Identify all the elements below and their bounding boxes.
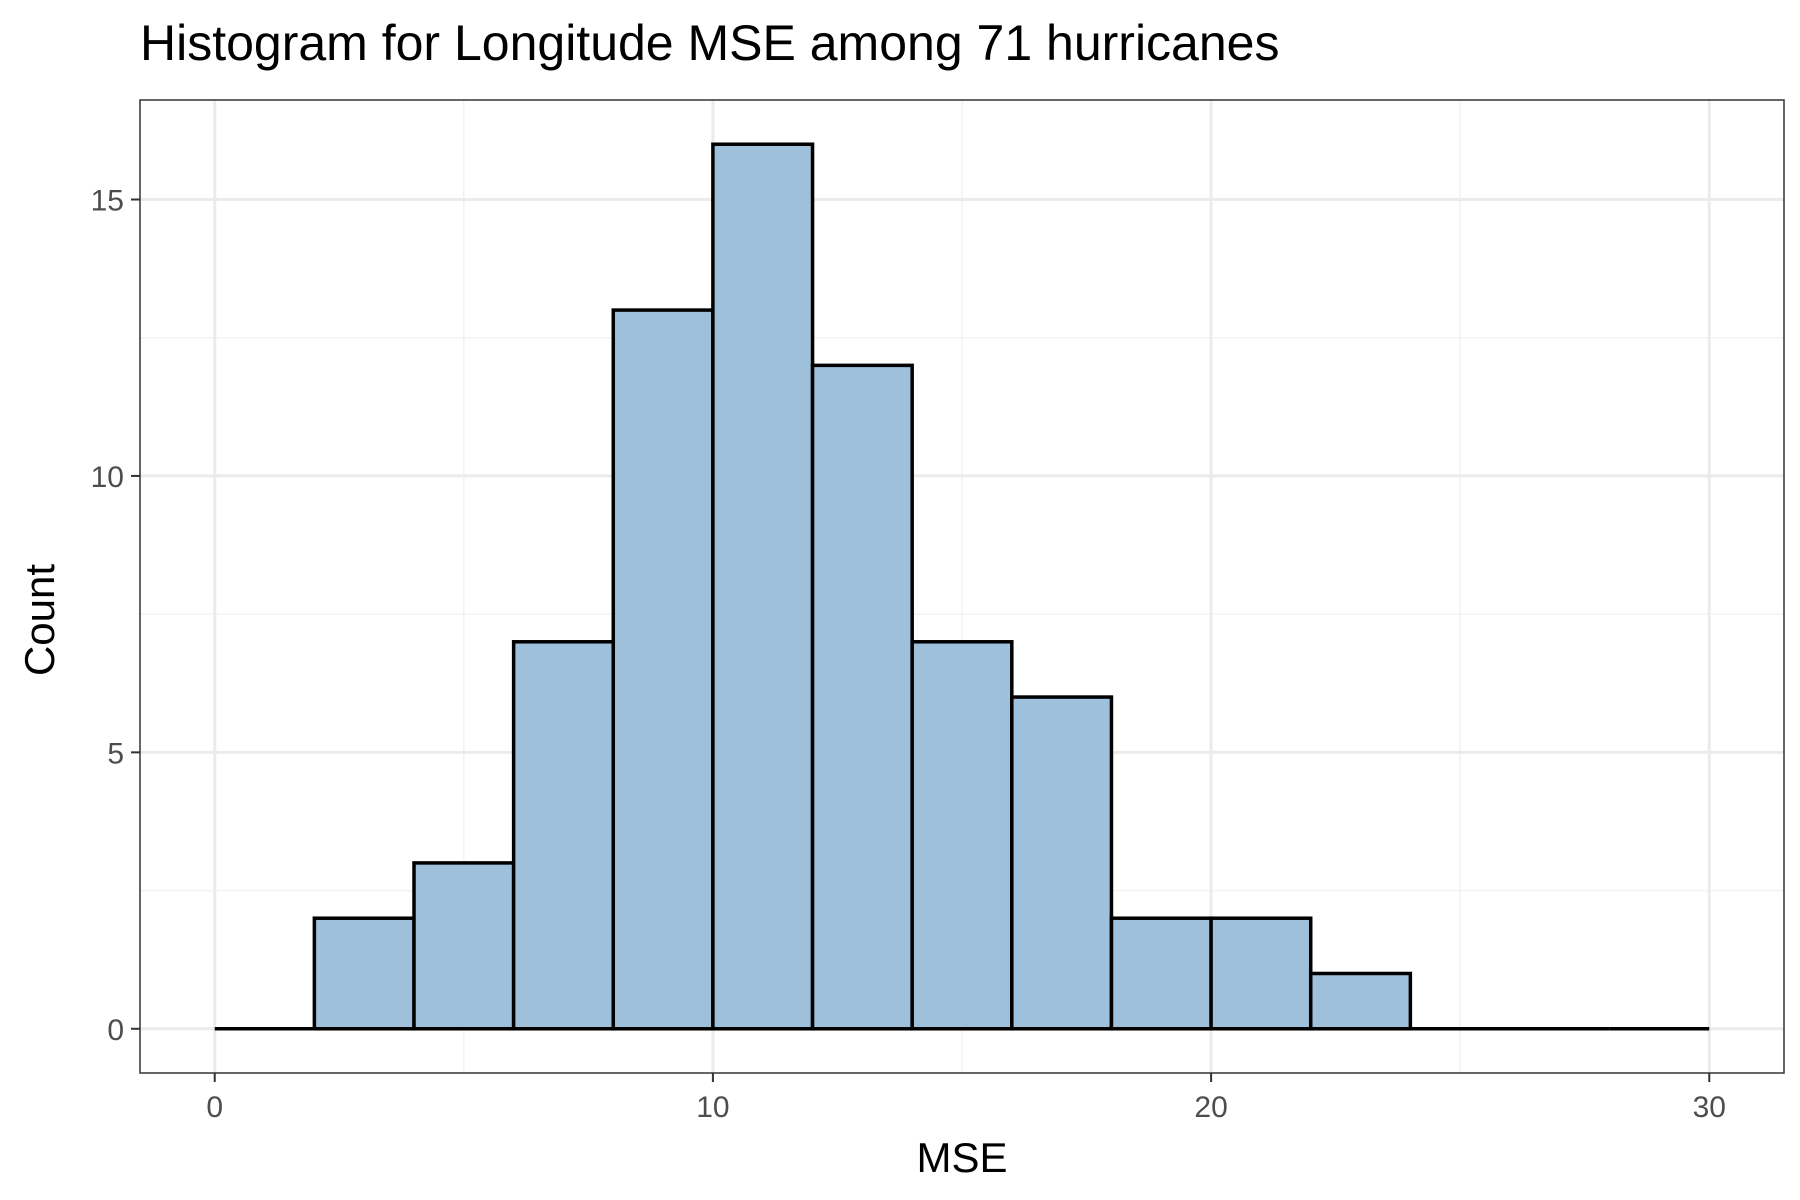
y-axis: 0 5 10 15 <box>91 185 140 1047</box>
histogram-bar <box>910 640 1014 1031</box>
plot-panel-border <box>139 99 1785 1074</box>
histogram-bar <box>1109 916 1213 1031</box>
histogram-bar <box>611 308 715 1031</box>
histogram-bar <box>412 861 516 1031</box>
histogram-bar <box>1010 695 1114 1031</box>
x-axis: 0 10 20 30 <box>206 1073 1726 1124</box>
x-tick-label: 30 <box>1693 1091 1726 1124</box>
histogram-bar <box>312 916 416 1031</box>
y-axis-title: Count <box>16 564 63 676</box>
chart-title: Histogram for Longitude MSE among 71 hur… <box>140 15 1279 71</box>
x-tick-label: 10 <box>696 1091 729 1124</box>
y-tick-label: 10 <box>91 461 124 494</box>
y-tick-label: 0 <box>107 1014 124 1047</box>
y-tick-label: 5 <box>107 737 124 770</box>
x-tick-label: 0 <box>206 1091 223 1124</box>
histogram-bar <box>810 363 914 1031</box>
histogram-bar <box>711 142 815 1031</box>
histogram-bar <box>511 640 616 1031</box>
x-tick-label: 20 <box>1194 1091 1227 1124</box>
histogram-bars <box>312 142 1413 1031</box>
x-axis-title: MSE <box>916 1134 1007 1181</box>
histogram-bar <box>1308 971 1413 1031</box>
histogram-bar <box>1209 916 1313 1031</box>
y-tick-label: 15 <box>91 185 124 218</box>
